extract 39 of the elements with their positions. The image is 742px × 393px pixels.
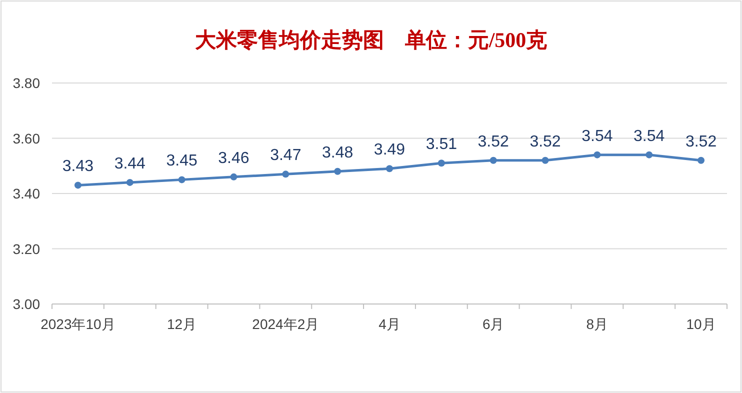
data-label: 3.49 <box>374 142 406 159</box>
point <box>282 170 290 178</box>
x-tick-label: 10月 <box>686 316 716 332</box>
y-tick-label: 3.80 <box>12 75 40 91</box>
data-label: 3.48 <box>322 144 354 162</box>
x-tick-label: 2024年2月 <box>252 316 320 332</box>
data-label: 3.52 <box>530 133 561 150</box>
point <box>386 165 393 172</box>
data-label: 3.47 <box>270 147 302 164</box>
point <box>230 173 238 180</box>
x-tick-label: 2023年10月 <box>40 316 116 332</box>
point <box>438 160 445 167</box>
y-tick-label: 3.00 <box>12 296 40 312</box>
point <box>178 176 186 184</box>
data-label: 3.46 <box>218 150 250 167</box>
y-tick-label: 3.60 <box>12 130 40 146</box>
point <box>74 182 82 189</box>
data-label: 3.45 <box>166 152 198 170</box>
point <box>334 168 342 175</box>
data-label: 3.44 <box>114 155 146 172</box>
data-label: 3.52 <box>685 133 717 150</box>
data-label: 3.43 <box>62 158 94 176</box>
data-label: 3.54 <box>634 128 665 145</box>
x-tick-label: 4月 <box>378 316 400 332</box>
x-tick-label: 8月 <box>586 316 608 332</box>
y-tick-label: 3.40 <box>12 186 40 202</box>
point <box>490 156 497 164</box>
y-tick-label: 3.20 <box>12 240 40 257</box>
data-label: 3.51 <box>426 136 458 154</box>
chart-title: 大米零售均价走势图 单位：元/500克 <box>194 28 548 52</box>
point <box>698 156 705 164</box>
point <box>646 151 653 158</box>
x-tick-label: 12月 <box>167 316 197 332</box>
data-label: 3.54 <box>582 128 613 145</box>
point <box>594 151 601 158</box>
data-label: 3.52 <box>478 133 510 150</box>
point <box>126 178 134 186</box>
x-tick-label: 6月 <box>482 316 504 332</box>
point <box>542 156 549 164</box>
